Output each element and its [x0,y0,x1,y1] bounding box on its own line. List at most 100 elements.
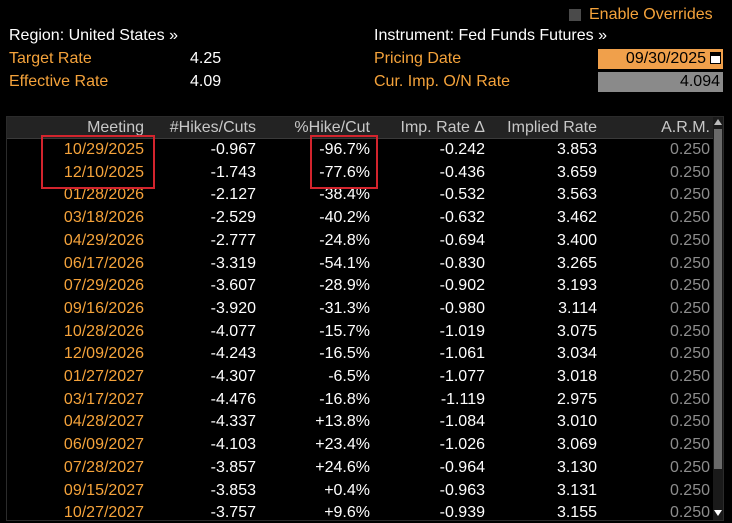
cell-pct-hike-cut: -6.5% [328,368,370,385]
table-row[interactable]: 12/10/2025 -1.743 -77.6% -0.436 3.659 0.250 [7,162,713,185]
cell-meeting: 07/28/2027 [63,458,144,476]
cell-hikes-cuts: -2.529 [210,209,256,227]
cell-imp-rate-delta: -0.694 [439,231,485,249]
table-row[interactable]: 07/29/2026 -3.607 -28.9% -0.902 3.193 0.250 [7,275,713,298]
cell-pct-hike-cut: -15.7% [319,322,370,340]
table-row[interactable]: 06/09/2027 -4.103 +23.4% -1.026 3.069 0.250 [7,434,713,457]
table-row[interactable]: 03/17/2027 -4.476 -16.8% -1.119 2.975 0.250 [7,389,713,412]
cell-imp-rate-delta: -1.084 [439,413,485,431]
cell-implied-rate: 3.265 [556,254,597,272]
cell-arm: 0.250 [669,504,710,521]
cur-imp-rate-input[interactable]: 4.094 [598,72,723,92]
table-row[interactable]: 10/28/2026 -4.077 -15.7% -1.019 3.075 0.250 [7,321,713,344]
cell-implied-rate: 3.659 [556,163,597,181]
table-row[interactable]: 10/27/2027 -3.757 +9.6% -0.939 3.155 0.250 [7,502,713,521]
cell-meeting: 09/15/2027 [63,481,144,499]
cell-implied-rate: 3.018 [556,368,597,385]
cell-pct-hike-cut: -77.6% [319,163,370,181]
cell-meeting: 09/16/2026 [63,299,144,317]
cell-arm: 0.250 [669,458,710,476]
table-row[interactable]: 09/16/2026 -3.920 -31.3% -0.980 3.114 0.250 [7,298,713,321]
cell-arm: 0.250 [669,186,710,204]
cell-imp-rate-delta: -0.964 [439,458,485,476]
col-header-arm[interactable]: A.R.M. [661,119,710,136]
cell-hikes-cuts: -0.967 [210,141,256,158]
cell-meeting: 06/17/2026 [63,254,144,272]
cell-pct-hike-cut: +13.8% [315,413,370,431]
highlight-box-meeting-dates [41,135,155,189]
cell-arm: 0.250 [669,390,710,408]
vertical-scrollbar[interactable] [713,117,723,520]
col-header-pct-hike-cut[interactable]: %Hike/Cut [294,119,370,136]
enable-overrides-label[interactable]: Enable Overrides [589,6,713,23]
cell-arm: 0.250 [669,163,710,181]
cell-implied-rate: 3.075 [556,322,597,340]
cell-hikes-cuts: -1.743 [210,163,256,181]
cell-pct-hike-cut: -24.8% [319,231,370,249]
calendar-icon[interactable] [710,52,721,64]
cell-hikes-cuts: -3.920 [210,299,256,317]
cell-arm: 0.250 [669,322,710,340]
cell-implied-rate: 3.069 [556,436,597,454]
table-row[interactable]: 04/29/2026 -2.777 -24.8% -0.694 3.400 0.250 [7,230,713,253]
scroll-thumb[interactable] [714,129,722,469]
cell-arm: 0.250 [669,345,710,363]
cell-arm: 0.250 [669,368,710,385]
cell-meeting: 03/17/2027 [63,390,144,408]
effective-rate-value: 4.09 [190,73,222,90]
table-row[interactable]: 09/15/2027 -3.853 +0.4% -0.963 3.131 0.250 [7,480,713,503]
cell-arm: 0.250 [669,141,710,158]
table-header: Meeting #Hikes/Cuts %Hike/Cut Imp. Rate … [7,117,713,139]
instrument-selector[interactable]: Instrument: Fed Funds Futures » [374,27,607,44]
cell-hikes-cuts: -4.307 [210,368,256,385]
table-row[interactable]: 04/28/2027 -4.337 +13.8% -1.084 3.010 0.250 [7,411,713,434]
cell-pct-hike-cut: -28.9% [319,277,370,295]
cell-imp-rate-delta: -0.436 [439,163,485,181]
scroll-up-arrow-icon[interactable] [714,119,722,125]
cell-implied-rate: 3.853 [556,141,597,158]
cell-hikes-cuts: -3.853 [210,481,256,499]
table-row[interactable]: 06/17/2026 -3.319 -54.1% -0.830 3.265 0.250 [7,253,713,276]
cell-arm: 0.250 [669,299,710,317]
cell-pct-hike-cut: -16.8% [319,390,370,408]
cell-meeting: 01/27/2027 [63,368,144,385]
table-row[interactable]: 01/28/2026 -2.127 -38.4% -0.532 3.563 0.250 [7,184,713,207]
table-row[interactable]: 01/27/2027 -4.307 -6.5% -1.077 3.018 0.250 [7,366,713,389]
cell-pct-hike-cut: -40.2% [319,209,370,227]
scroll-down-arrow-icon[interactable] [714,510,722,516]
region-selector[interactable]: Region: United States » [9,27,178,44]
effective-rate-label: Effective Rate [9,73,109,90]
table-row[interactable]: 07/28/2027 -3.857 +24.6% -0.964 3.130 0.250 [7,457,713,480]
cell-imp-rate-delta: -0.980 [439,299,485,317]
cell-pct-hike-cut: +0.4% [324,481,370,499]
col-header-hikes-cuts[interactable]: #Hikes/Cuts [169,119,256,136]
cell-imp-rate-delta: -1.026 [439,436,485,454]
col-header-implied-rate[interactable]: Implied Rate [507,119,597,136]
cell-arm: 0.250 [669,254,710,272]
cell-imp-rate-delta: -1.019 [439,322,485,340]
cell-implied-rate: 3.130 [556,458,597,476]
pricing-date-input[interactable]: 09/30/2025 [598,49,723,69]
table-row[interactable]: 03/18/2026 -2.529 -40.2% -0.632 3.462 0.250 [7,207,713,230]
highlight-box-hike-cut-pct [310,135,378,189]
cell-arm: 0.250 [669,413,710,431]
cell-imp-rate-delta: -0.532 [439,186,485,204]
enable-overrides-checkbox[interactable] [569,9,581,21]
target-rate-label: Target Rate [9,50,92,67]
cell-hikes-cuts: -4.103 [210,436,256,454]
cell-arm: 0.250 [669,436,710,454]
cell-hikes-cuts: -3.757 [210,504,256,521]
cell-imp-rate-delta: -0.902 [439,277,485,295]
cell-imp-rate-delta: -0.242 [439,141,485,158]
cell-implied-rate: 3.034 [556,345,597,363]
cell-meeting: 06/09/2027 [63,436,144,454]
cell-meeting: 10/27/2027 [63,504,144,521]
col-header-imp-rate-delta[interactable]: Imp. Rate Δ [400,119,486,136]
table-row[interactable]: 12/09/2026 -4.243 -16.5% -1.061 3.034 0.250 [7,343,713,366]
table-row[interactable]: 10/29/2025 -0.967 -96.7% -0.242 3.853 0.250 [7,139,713,162]
cell-arm: 0.250 [669,209,710,227]
cell-hikes-cuts: -3.319 [210,254,256,272]
col-header-meeting[interactable]: Meeting [87,119,144,136]
cell-hikes-cuts: -4.243 [210,345,256,363]
cell-pct-hike-cut: +24.6% [315,458,370,476]
